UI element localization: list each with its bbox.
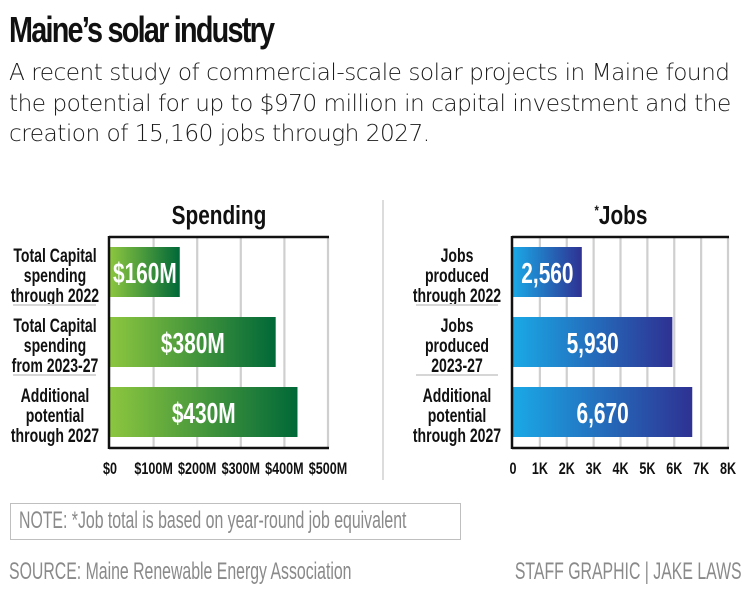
spending-tick-label: $200M (178, 459, 216, 478)
subtitle: A recent study of commercial-scale solar… (9, 59, 731, 147)
spending-tick-label: $500M (309, 459, 347, 478)
jobs-category-label: produced (425, 265, 489, 287)
spending-chart-title: Spending (172, 201, 267, 230)
jobs-category-label: potential (428, 405, 487, 427)
jobs-category-label: Jobs (441, 245, 474, 267)
jobs-tick-label: 1K (532, 459, 548, 478)
spending-tick-label: $400M (265, 459, 303, 478)
spending-bar (110, 247, 180, 297)
jobs-tick-label: 2K (559, 459, 575, 478)
jobs-tick-label: 3K (586, 459, 602, 478)
jobs-category-label: Jobs (441, 315, 474, 337)
page-title: Maine’s solar industry (9, 9, 275, 50)
jobs-tick-label: 4K (612, 459, 628, 478)
spending-bar (110, 387, 298, 437)
spending-tick-label: $300M (222, 459, 260, 478)
jobs-tick-label: 0 (510, 459, 517, 478)
jobs-category-label: Additional (423, 385, 492, 407)
jobs-category-label: 2023-27 (431, 355, 483, 377)
jobs-data-label: 6,670 (577, 398, 629, 430)
spending-category-label: Additional (21, 385, 90, 407)
jobs-tick-label: 6K (666, 459, 682, 478)
spending-tick-label: $100M (134, 459, 172, 478)
jobs-bar (513, 317, 673, 367)
jobs-tick-label: 7K (693, 459, 709, 478)
title-text: Jobs (599, 201, 648, 230)
spending-category-label: through 2027 (11, 425, 99, 447)
jobs-bar (513, 387, 693, 437)
jobs-category-label: produced (425, 335, 489, 357)
jobs-tick-label: 8K (720, 459, 736, 478)
note-text: NOTE: *Job total is based on year-round … (19, 507, 407, 534)
spending-category-label: through 2022 (11, 285, 99, 307)
credit-text: STAFF GRAPHIC | JAKE LAWS (515, 558, 742, 585)
spending-category-label: from 2023-27 (12, 355, 99, 377)
spending-category-label: potential (26, 405, 85, 427)
note-box (10, 503, 461, 540)
jobs-data-label: 2,560 (521, 258, 573, 290)
spending-bar (110, 317, 276, 367)
jobs-chart-title: *Jobs (595, 201, 648, 230)
spending-category-label: spending (24, 335, 86, 357)
source-text: SOURCE: Maine Renewable Energy Associati… (9, 558, 352, 585)
spending-data-label: $380M (161, 328, 225, 360)
asterisk-marker: * (595, 203, 599, 218)
spending-data-label: $160M (113, 258, 177, 290)
spending-category-label: spending (24, 265, 86, 287)
jobs-data-label: 5,930 (567, 328, 619, 360)
spending-tick-label: $0 (103, 459, 117, 478)
spending-category-label: Total Capital (13, 315, 96, 337)
jobs-bar (513, 247, 582, 297)
spending-category-label: Total Capital (13, 245, 96, 267)
spending-chart: Spending $160M $380M $430M $0 $100M $200M $300M… (11, 201, 347, 479)
jobs-category-label: through 2027 (413, 425, 501, 447)
jobs-category-label: through 2022 (413, 285, 501, 307)
jobs-tick-label: 5K (639, 459, 655, 478)
spending-data-label: $430M (172, 398, 236, 430)
